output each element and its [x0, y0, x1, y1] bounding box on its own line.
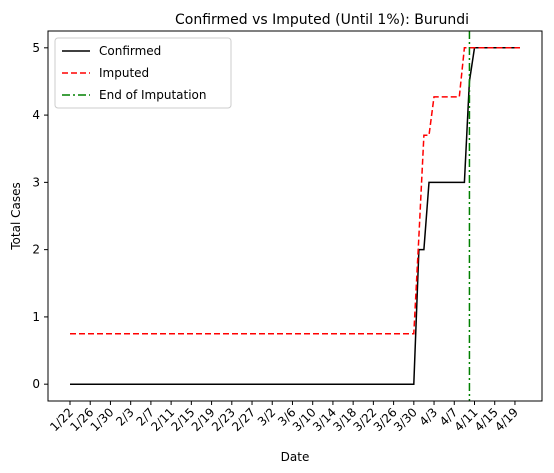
y-tick-label: 4	[32, 108, 40, 122]
y-tick-label: 3	[32, 175, 40, 189]
y-tick-label: 0	[32, 377, 40, 391]
y-tick-label: 2	[32, 243, 40, 257]
y-tick-label: 5	[32, 41, 40, 55]
legend-label: Imputed	[99, 66, 149, 80]
legend: Confirmed Imputed End of Imputation	[54, 37, 232, 109]
y-axis: 0 1 2 3 4 5	[32, 41, 48, 391]
legend-label: Confirmed	[99, 44, 161, 58]
series-line-imputed	[70, 47, 520, 335]
x-axis: 1/221/261/302/32/72/112/152/192/232/273/…	[47, 401, 521, 434]
y-axis-label: Total Cases	[9, 182, 23, 250]
x-tick-label: 2/3	[113, 405, 137, 429]
series-lines	[70, 31, 520, 401]
plot-frame	[47, 30, 543, 402]
legend-box	[54, 37, 232, 109]
x-tick-label: 1/30	[88, 405, 117, 434]
x-tick-label: 4/19	[492, 405, 521, 434]
x-tick-label: 3/2	[255, 405, 279, 429]
x-tick-label: 4/3	[417, 405, 441, 429]
legend-label: End of Imputation	[99, 88, 207, 102]
x-axis-label: Date	[281, 450, 310, 464]
y-tick-label: 1	[32, 310, 40, 324]
x-tick-label: 3/30	[391, 405, 420, 434]
x-tick-label: 2/27	[229, 405, 258, 434]
series-line-confirmed	[70, 47, 520, 385]
chart-title: Confirmed vs Imputed (Until 1%): Burundi	[175, 12, 469, 28]
